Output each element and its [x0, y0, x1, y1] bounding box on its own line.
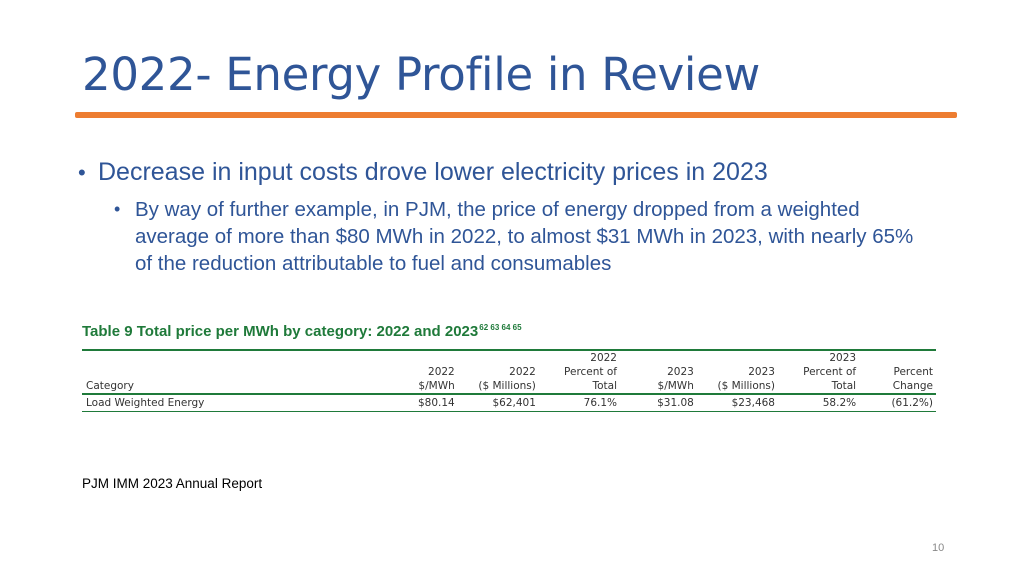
cell-2022-per-mwh: $80.14 [418, 397, 455, 409]
price-table: Category 2022 $/MWh 2022 ($ Millions) 2022… [82, 351, 936, 393]
bullet-level-2-text: By way of further example, in PJM, the p… [135, 198, 914, 275]
header-2023-percent: 2023 Percent of Total [803, 352, 857, 392]
table-header-rule [82, 393, 936, 395]
header-percent-change: Percent Change [892, 366, 933, 392]
title-underline [75, 112, 957, 118]
table-bottom-rule [82, 411, 936, 412]
header-2023-millions: 2023 ($ Millions) [717, 366, 775, 392]
cell-2023-per-mwh: $31.08 [657, 397, 694, 409]
bullet-dot: • [78, 160, 86, 185]
page-number: 10 [932, 542, 945, 554]
source-citation: PJM IMM 2023 Annual Report [82, 476, 263, 491]
cell-2022-percent: 76.1% [583, 397, 617, 409]
bullet-level-2: • By way of further example, in PJM, the… [114, 196, 934, 277]
header-2023-per-mwh: 2023 $/MWh [657, 366, 694, 392]
table-header-row: Category 2022 $/MWh 2022 ($ Millions) 2022… [82, 351, 936, 393]
bullet-level-1-text: Decrease in input costs drove lower elec… [98, 158, 768, 186]
bullet-level-1: • Decrease in input costs drove lower ele… [78, 158, 768, 187]
table-footnote-refs: 62 63 64 65 [479, 323, 522, 332]
table-row: Load Weighted Energy $80.14 $62,401 76.1… [82, 395, 936, 411]
header-2022-percent: 2022 Percent of Total [564, 352, 617, 392]
price-table-figure: Table 9 Total price per MWh by category:… [82, 323, 936, 412]
cell-2022-millions: $62,401 [492, 397, 536, 409]
bullet-dot: • [114, 199, 121, 219]
price-table-body: Load Weighted Energy $80.14 $62,401 76.1… [82, 395, 936, 411]
table-title-text: Table 9 Total price per MWh by category:… [82, 323, 479, 340]
header-2022-millions: 2022 ($ Millions) [478, 366, 536, 392]
header-2022-per-mwh: 2022 $/MWh [418, 366, 455, 392]
table-top-rule [82, 349, 936, 351]
slide-title: 2022- Energy Profile in Review [82, 48, 761, 101]
cell-category: Load Weighted Energy [86, 397, 205, 409]
header-category: Category [86, 380, 134, 392]
table-title: Table 9 Total price per MWh by category:… [82, 323, 936, 349]
cell-2023-millions: $23,468 [731, 397, 775, 409]
cell-2023-percent: 58.2% [822, 397, 857, 409]
cell-percent-change: (61.2%) [891, 397, 933, 409]
